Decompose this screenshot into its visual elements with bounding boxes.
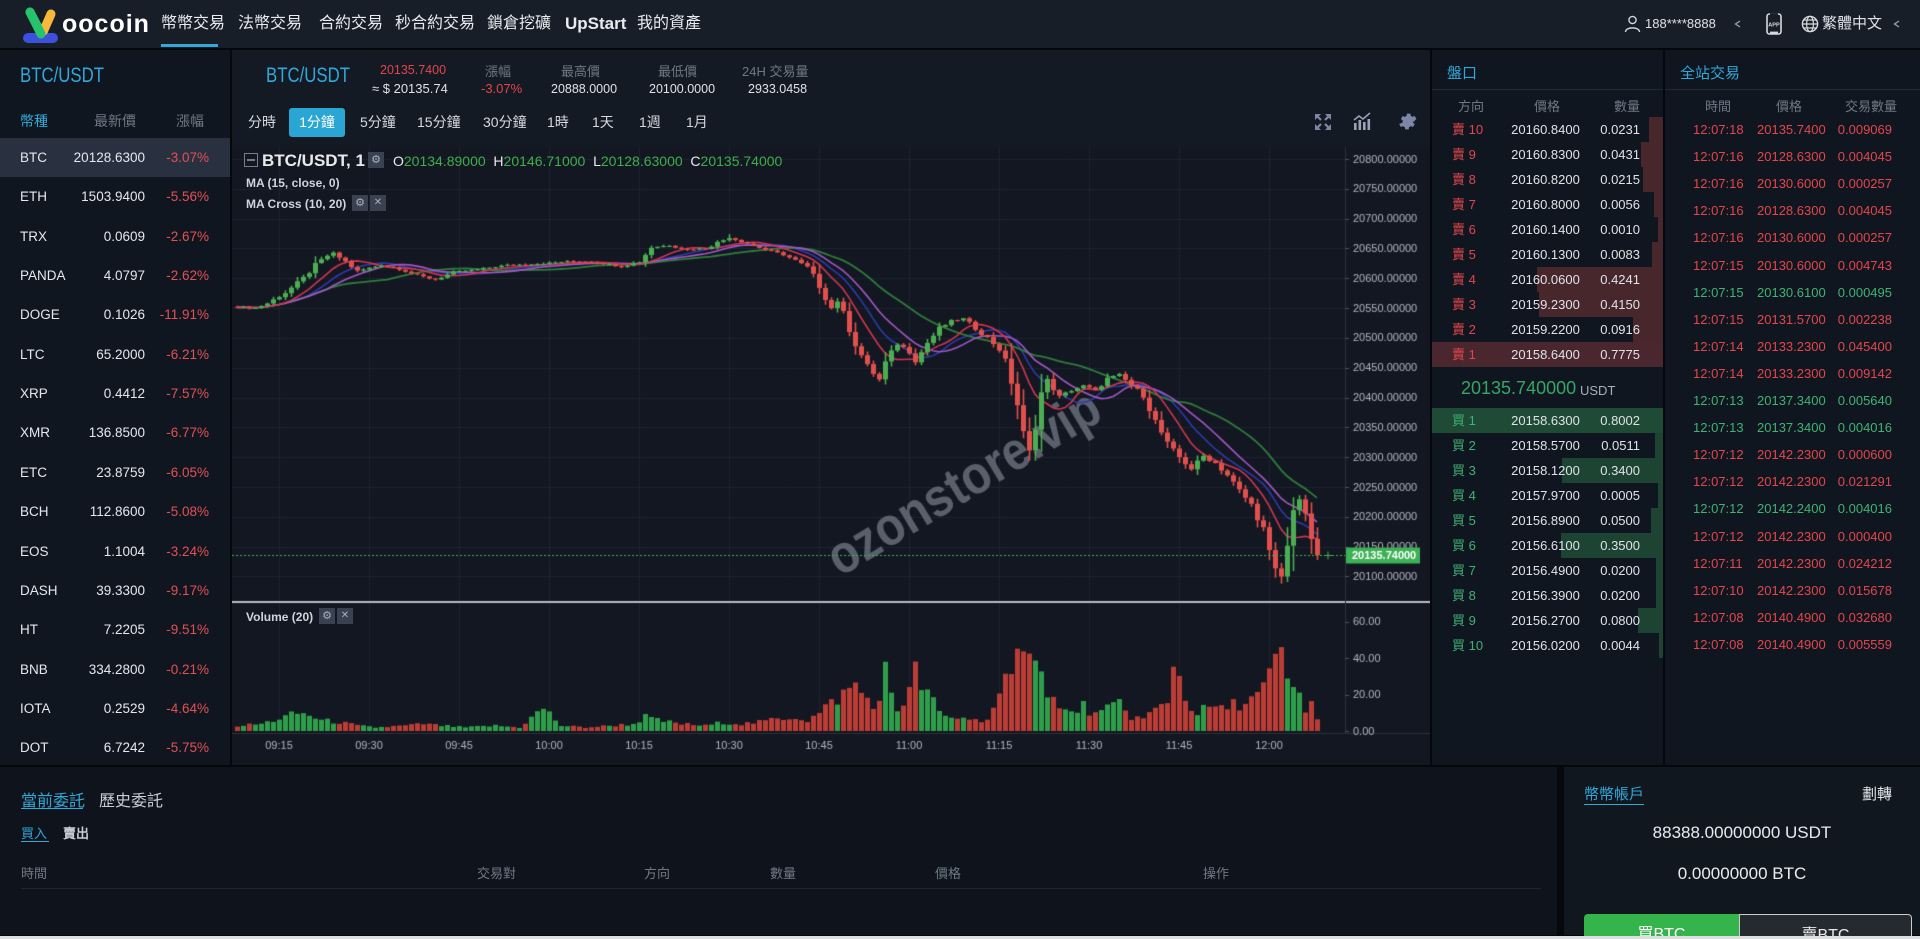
svg-text:APP: APP	[1768, 23, 1780, 29]
